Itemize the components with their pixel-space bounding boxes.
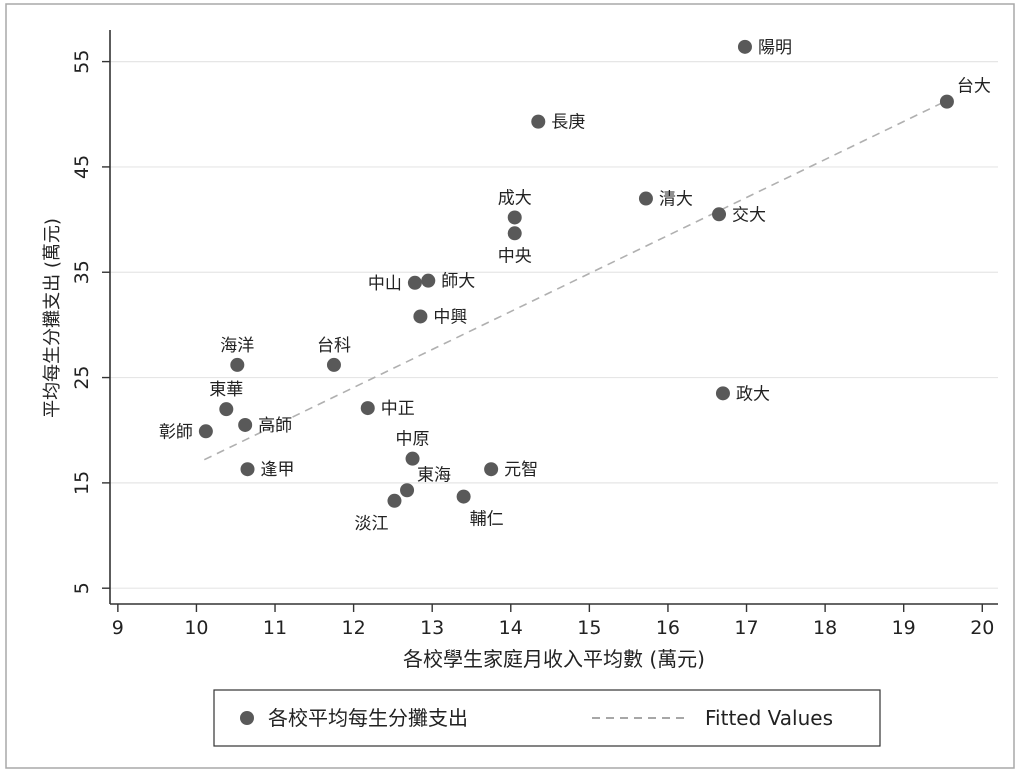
- data-point-label: 東華: [209, 380, 243, 400]
- data-point: [939, 94, 954, 109]
- data-point: [405, 451, 420, 466]
- legend-marker-points: [240, 711, 254, 725]
- data-point: [737, 39, 752, 54]
- x-axis-title: 各校學生家庭月收入平均數 (萬元): [403, 647, 705, 671]
- data-point: [407, 275, 422, 290]
- data-point: [238, 417, 253, 432]
- data-point-label: 長庚: [551, 113, 585, 133]
- data-point: [400, 483, 415, 498]
- x-tick-label: 19: [892, 617, 916, 639]
- data-point-label: 彰師: [159, 422, 193, 442]
- y-tick-label: 5: [71, 582, 93, 594]
- data-point: [484, 462, 499, 477]
- fitted-values-line: [203, 99, 948, 461]
- data-point: [198, 424, 213, 439]
- x-tick-label: 17: [734, 617, 758, 639]
- data-point: [413, 309, 428, 324]
- y-tick-label: 25: [71, 365, 93, 389]
- y-axis-title: 平均每生分攤支出 (萬元): [42, 218, 63, 418]
- data-point-label: 高師: [258, 416, 292, 436]
- legend-box: [213, 689, 881, 747]
- data-point-label: 中央: [498, 246, 532, 266]
- data-point: [326, 357, 341, 372]
- legend-label-fitted: Fitted Values: [705, 706, 833, 730]
- data-point: [219, 402, 234, 417]
- data-point-label: 政大: [736, 384, 770, 404]
- data-point-label: 交大: [732, 205, 766, 225]
- x-tick-label: 11: [263, 617, 287, 639]
- x-tick-label: 10: [184, 617, 208, 639]
- data-point: [712, 207, 727, 222]
- grid-lines: [110, 60, 998, 589]
- data-point-label: 陽明: [758, 38, 792, 58]
- x-tick-label: 18: [813, 617, 837, 639]
- data-point-label: 成大: [498, 188, 532, 208]
- x-tick-label: 16: [656, 617, 680, 639]
- data-point-label: 東海: [417, 465, 451, 485]
- data-point: [507, 210, 522, 225]
- y-tick-label: 45: [71, 155, 93, 179]
- data-point-label: 元智: [504, 460, 538, 480]
- data-point-label: 中正: [381, 399, 415, 419]
- x-tick-label: 14: [499, 617, 523, 639]
- x-tick-label: 20: [970, 617, 994, 639]
- legend: 各校平均每生分攤支出 Fitted Values: [213, 689, 881, 747]
- data-point-label: 師大: [441, 272, 475, 292]
- data-point: [230, 357, 245, 372]
- data-point: [456, 489, 471, 504]
- x-tick-label: 9: [112, 617, 124, 639]
- x-tick-label: 15: [577, 617, 601, 639]
- data-point-label: 海洋: [220, 336, 254, 356]
- y-axis-ticks: 5 15 25 35 45 55: [71, 50, 110, 594]
- data-point-label: 輔仁: [470, 510, 504, 530]
- y-tick-label: 15: [71, 471, 93, 495]
- data-point-label: 中興: [433, 307, 467, 327]
- data-point: [421, 273, 436, 288]
- data-point: [387, 493, 402, 508]
- data-point-label: 台大: [957, 77, 991, 97]
- data-point: [507, 226, 522, 241]
- data-point-label: 逢甲: [261, 460, 295, 480]
- data-point-label: 台科: [317, 336, 351, 356]
- data-point-label: 中原: [396, 430, 430, 450]
- data-point: [240, 462, 255, 477]
- plot-area: [110, 30, 998, 604]
- y-tick-label: 35: [71, 260, 93, 284]
- x-tick-label: 13: [420, 617, 444, 639]
- scatter-points: [198, 39, 954, 508]
- data-point-label: 清大: [659, 190, 693, 210]
- y-tick-label: 55: [71, 50, 93, 74]
- data-point-label: 淡江: [354, 514, 388, 534]
- data-point: [531, 114, 546, 129]
- data-point-label: 中山: [368, 274, 402, 294]
- x-axis-ticks: 9 10 11 12 13 14 15 16 17 18 19 20: [112, 604, 994, 639]
- data-point: [715, 386, 730, 401]
- legend-label-points: 各校平均每生分攤支出: [268, 706, 468, 730]
- data-point: [360, 401, 375, 416]
- data-point: [638, 191, 653, 206]
- x-tick-label: 12: [342, 617, 366, 639]
- fitted-line-layer: [203, 99, 948, 461]
